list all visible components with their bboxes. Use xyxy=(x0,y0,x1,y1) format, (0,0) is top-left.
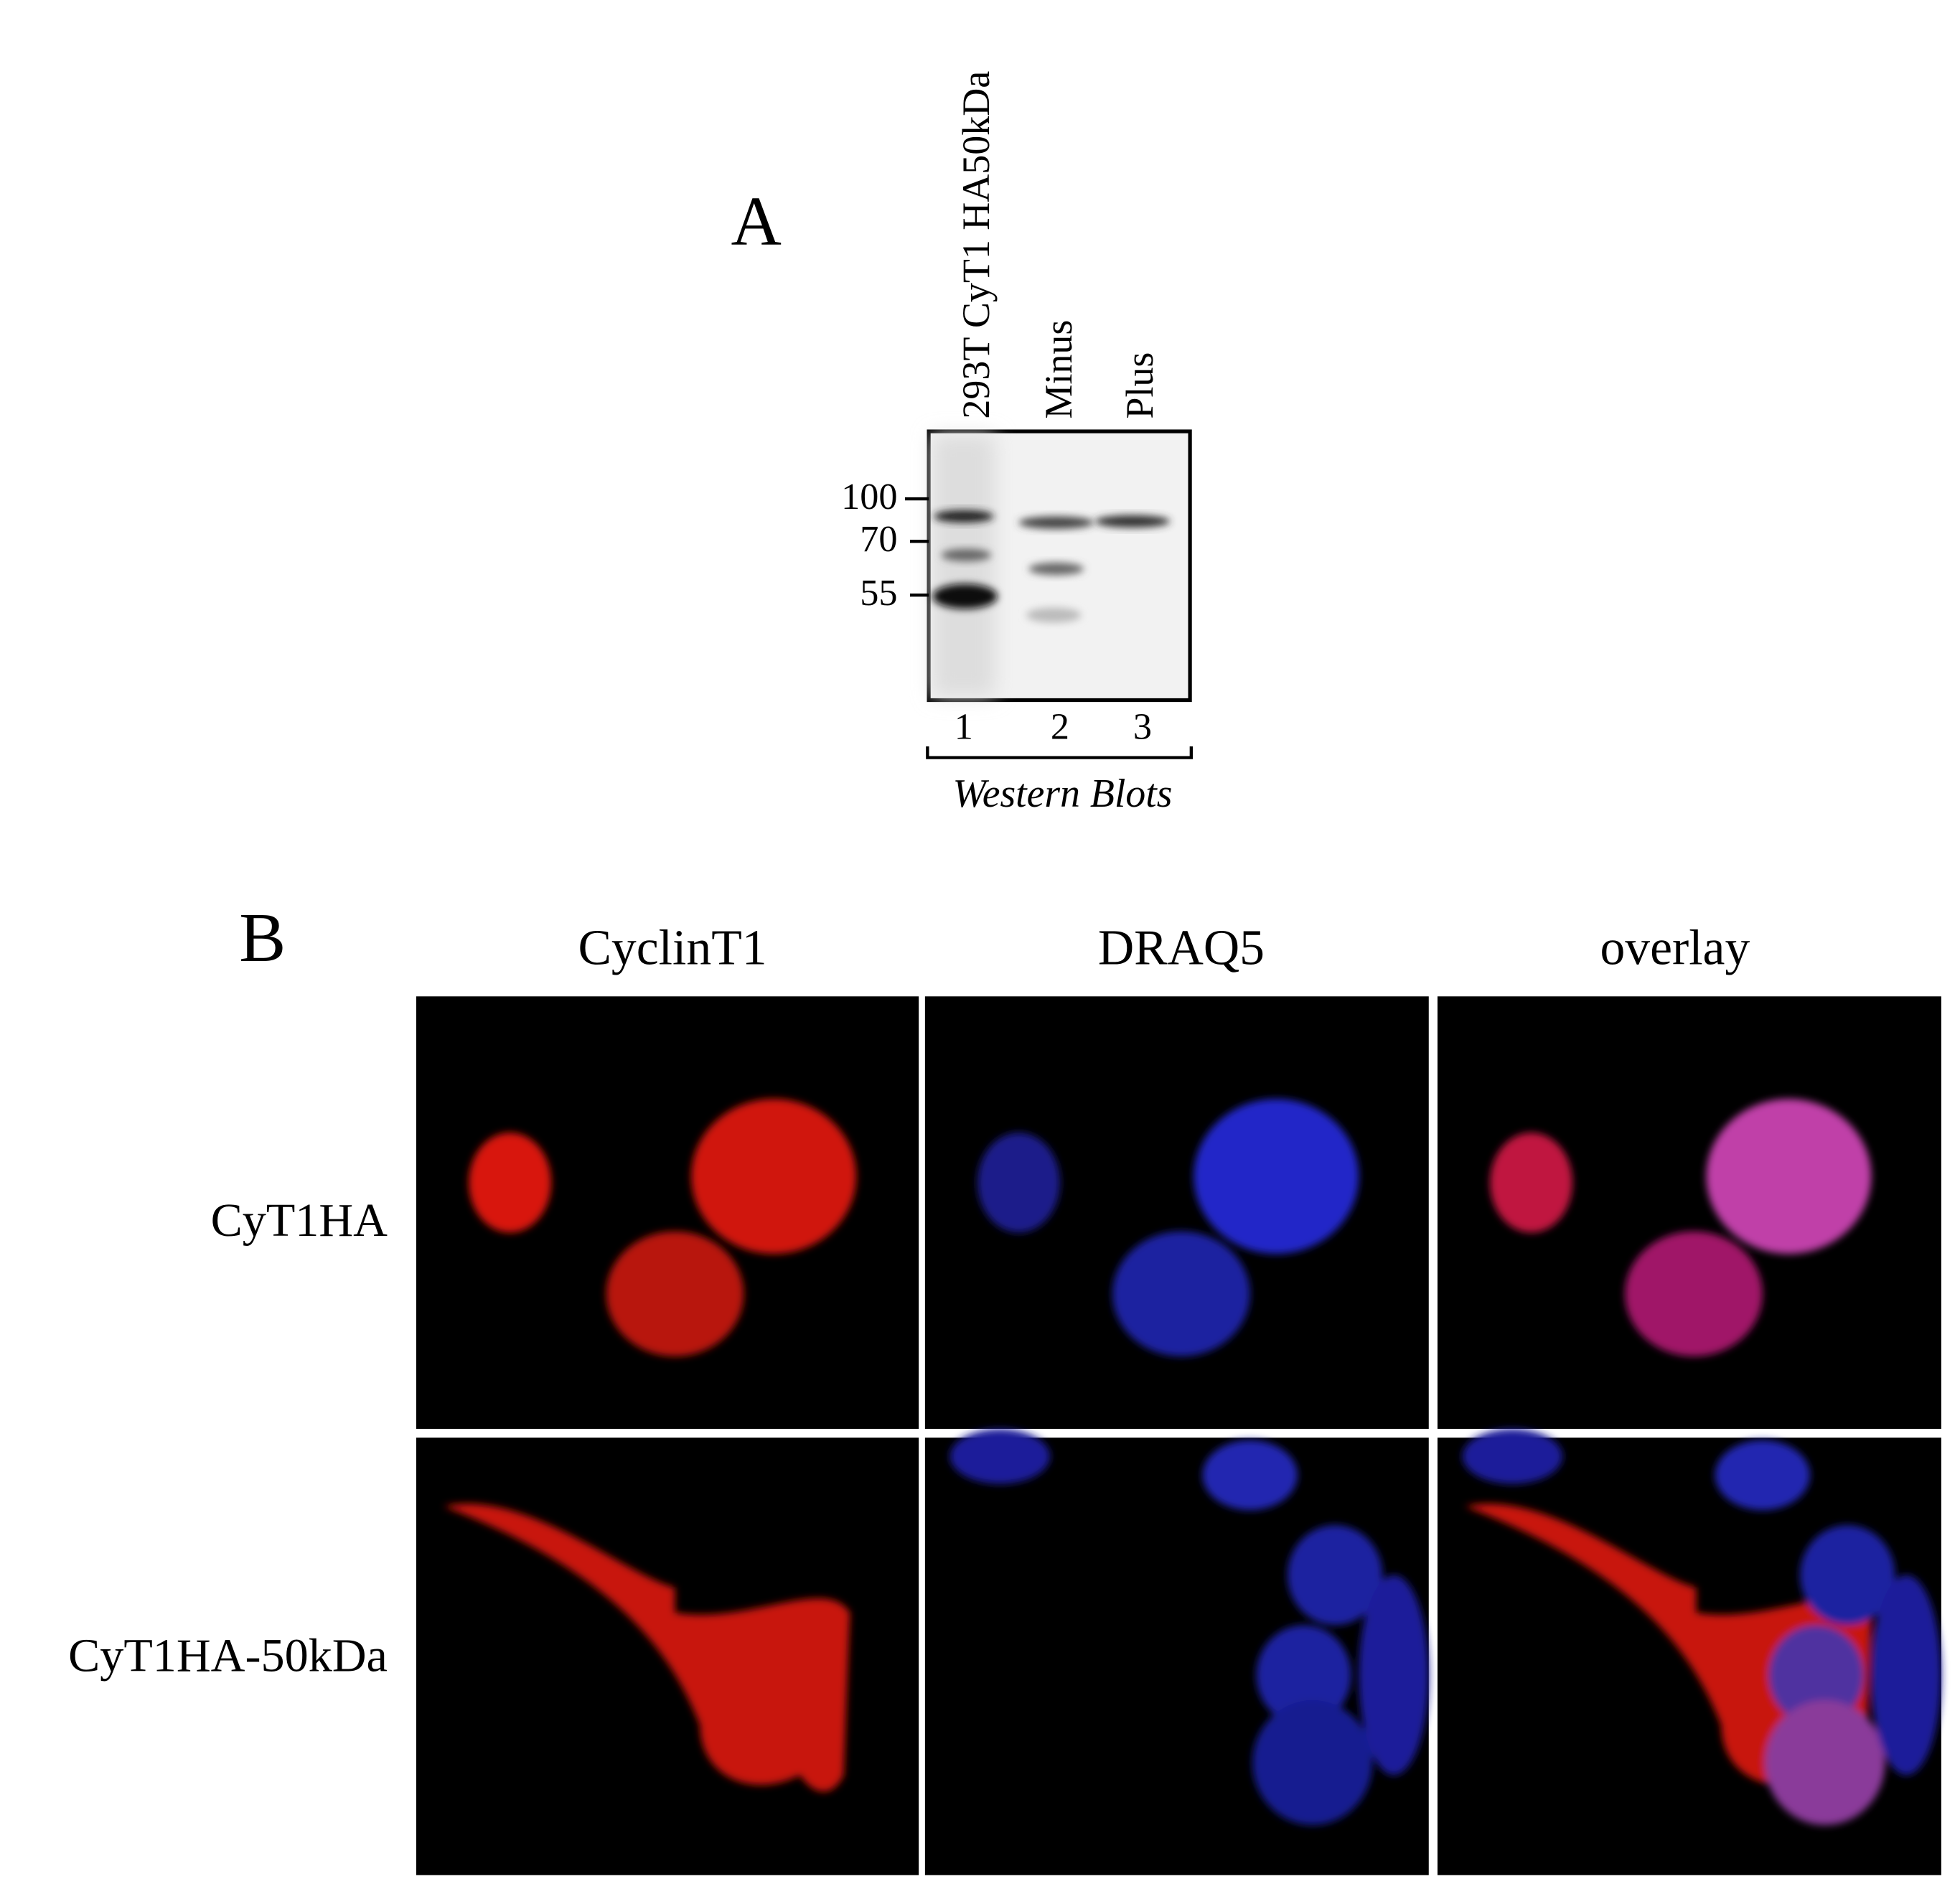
panel-label: A xyxy=(731,183,782,261)
column-header: DRAQ5 xyxy=(1098,920,1265,975)
marker-label: 70 xyxy=(860,518,897,560)
marker-label: 55 xyxy=(860,572,897,614)
lane-label: Minus xyxy=(1037,320,1080,419)
bracket xyxy=(926,746,1194,759)
blot xyxy=(927,429,1192,703)
row-label: CyT1HA xyxy=(211,1194,388,1247)
micrographs xyxy=(416,996,1941,1875)
marker-label: 100 xyxy=(841,476,897,517)
lane-label: Plus xyxy=(1118,352,1161,419)
lane-number: 2 xyxy=(1051,705,1069,747)
column-header: CyclinT1 xyxy=(578,920,766,975)
panel-label: B xyxy=(239,899,286,977)
row-label: CyT1HA-50kDa xyxy=(68,1629,388,1682)
lane-number: 1 xyxy=(955,705,973,747)
caption: Western Blots xyxy=(952,772,1172,816)
lane-label: 293T CyT1 HA50kDa xyxy=(955,71,998,419)
column-header: overlay xyxy=(1600,920,1750,975)
lane-number: 3 xyxy=(1133,705,1152,747)
marker-ticks xyxy=(904,497,929,597)
